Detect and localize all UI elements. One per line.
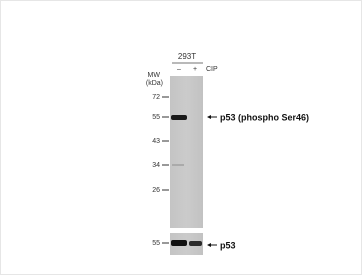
marker-label: 55 <box>152 114 160 121</box>
treatment: CIP <box>206 66 218 73</box>
mw-unit: (kDa) <box>146 80 163 87</box>
band <box>171 115 187 120</box>
marker-label: 43 <box>152 138 160 145</box>
marker-label: 34 <box>152 162 160 169</box>
mw-title: MW <box>148 72 161 79</box>
figure: 293T – + CIP MW (kDa) 72 55 43 34 26 p53… <box>0 0 362 275</box>
marker-label: 55 <box>152 240 160 247</box>
blot-upper <box>170 76 203 228</box>
faint-band <box>172 164 184 166</box>
upper-label: p53 (phospho Ser46) <box>220 112 309 122</box>
band <box>189 241 202 246</box>
marker-label: 72 <box>152 94 160 101</box>
marker-label: 26 <box>152 187 160 194</box>
lane-label: – <box>177 66 181 73</box>
lower-label: p53 <box>220 240 236 250</box>
band <box>171 240 187 246</box>
cell-line: 293T <box>178 52 196 61</box>
lane-label: + <box>193 66 197 73</box>
